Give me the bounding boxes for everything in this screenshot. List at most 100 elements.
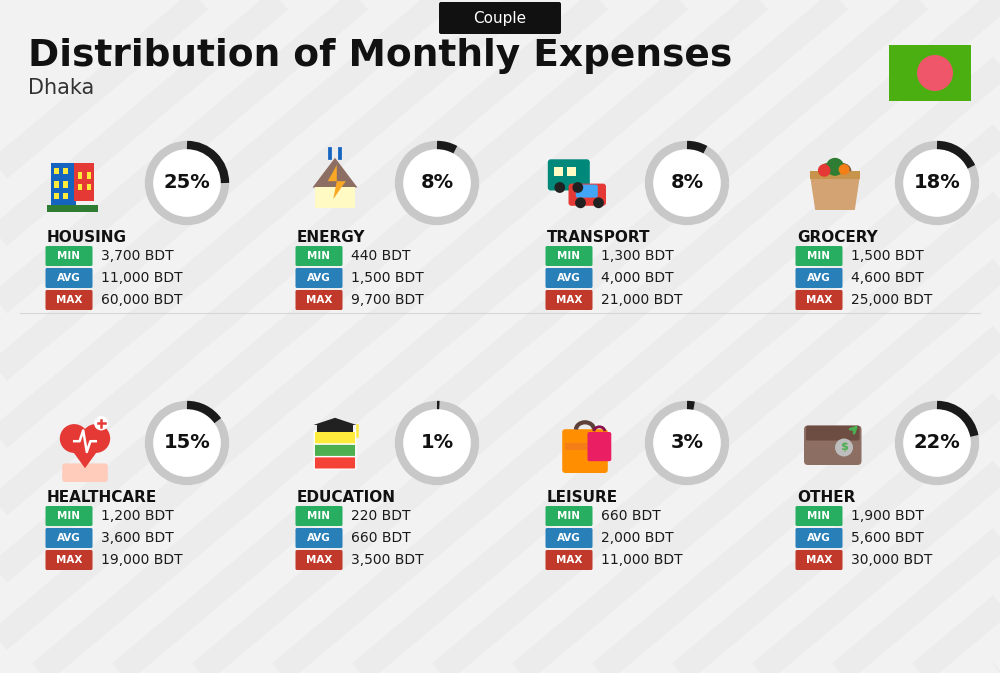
Polygon shape	[63, 439, 107, 468]
Text: MAX: MAX	[306, 295, 332, 305]
FancyBboxPatch shape	[796, 246, 842, 266]
FancyBboxPatch shape	[889, 45, 971, 101]
Text: 8%: 8%	[420, 174, 454, 192]
Text: 3,600 BDT: 3,600 BDT	[101, 531, 174, 545]
Text: 5,600 BDT: 5,600 BDT	[851, 531, 924, 545]
Text: $: $	[840, 443, 848, 452]
Text: 11,000 BDT: 11,000 BDT	[601, 553, 683, 567]
Text: 3%: 3%	[670, 433, 704, 452]
Text: 1%: 1%	[420, 433, 454, 452]
Text: Distribution of Monthly Expenses: Distribution of Monthly Expenses	[28, 38, 732, 74]
Text: MIN: MIN	[308, 511, 330, 521]
Text: MIN: MIN	[558, 251, 580, 261]
Text: MIN: MIN	[558, 511, 580, 521]
Text: AVG: AVG	[307, 533, 331, 543]
Circle shape	[149, 145, 225, 221]
FancyBboxPatch shape	[46, 268, 92, 288]
FancyBboxPatch shape	[546, 246, 592, 266]
Text: 660 BDT: 660 BDT	[351, 531, 411, 545]
Text: 3,700 BDT: 3,700 BDT	[101, 249, 174, 263]
Circle shape	[60, 424, 89, 453]
FancyBboxPatch shape	[796, 268, 842, 288]
FancyBboxPatch shape	[314, 444, 356, 456]
Text: 9,700 BDT: 9,700 BDT	[351, 293, 424, 307]
Text: 1,300 BDT: 1,300 BDT	[601, 249, 674, 263]
FancyBboxPatch shape	[296, 528, 342, 548]
FancyBboxPatch shape	[796, 528, 842, 548]
FancyBboxPatch shape	[546, 550, 592, 570]
Circle shape	[839, 164, 849, 175]
Circle shape	[649, 145, 725, 221]
Text: EDUCATION: EDUCATION	[297, 491, 396, 505]
Circle shape	[899, 145, 975, 221]
FancyBboxPatch shape	[546, 268, 592, 288]
Text: MAX: MAX	[306, 555, 332, 565]
Text: 3,500 BDT: 3,500 BDT	[351, 553, 424, 567]
FancyBboxPatch shape	[46, 528, 92, 548]
Text: OTHER: OTHER	[797, 491, 855, 505]
FancyBboxPatch shape	[806, 426, 860, 441]
Text: 15%: 15%	[164, 433, 210, 452]
Circle shape	[149, 405, 225, 481]
FancyBboxPatch shape	[576, 184, 598, 198]
FancyBboxPatch shape	[314, 431, 356, 444]
Text: 4,000 BDT: 4,000 BDT	[601, 271, 674, 285]
Text: HOUSING: HOUSING	[47, 230, 127, 246]
Text: AVG: AVG	[557, 533, 581, 543]
Text: Dhaka: Dhaka	[28, 78, 94, 98]
Circle shape	[81, 424, 110, 453]
Text: 19,000 BDT: 19,000 BDT	[101, 553, 183, 567]
Text: LEISURE: LEISURE	[547, 491, 618, 505]
FancyBboxPatch shape	[796, 506, 842, 526]
Text: AVG: AVG	[557, 273, 581, 283]
Circle shape	[554, 182, 565, 193]
FancyBboxPatch shape	[62, 464, 108, 482]
Text: MIN: MIN	[58, 251, 80, 261]
Text: MIN: MIN	[808, 511, 830, 521]
FancyBboxPatch shape	[548, 160, 590, 190]
Circle shape	[94, 416, 108, 431]
FancyBboxPatch shape	[63, 181, 68, 188]
Text: MAX: MAX	[806, 555, 832, 565]
FancyBboxPatch shape	[46, 290, 92, 310]
Circle shape	[899, 405, 975, 481]
Text: MAX: MAX	[56, 295, 82, 305]
FancyBboxPatch shape	[796, 290, 842, 310]
FancyBboxPatch shape	[87, 184, 91, 190]
FancyBboxPatch shape	[796, 550, 842, 570]
FancyBboxPatch shape	[296, 268, 342, 288]
FancyBboxPatch shape	[568, 184, 606, 206]
FancyBboxPatch shape	[78, 172, 82, 178]
Text: GROCERY: GROCERY	[797, 230, 878, 246]
FancyBboxPatch shape	[296, 550, 342, 570]
Text: 8%: 8%	[670, 174, 704, 192]
Text: Couple: Couple	[473, 11, 527, 26]
FancyBboxPatch shape	[317, 425, 353, 432]
Text: 21,000 BDT: 21,000 BDT	[601, 293, 682, 307]
FancyBboxPatch shape	[78, 184, 82, 190]
Text: MIN: MIN	[58, 511, 80, 521]
FancyBboxPatch shape	[565, 443, 605, 450]
FancyBboxPatch shape	[47, 205, 98, 212]
Text: 440 BDT: 440 BDT	[351, 249, 411, 263]
FancyBboxPatch shape	[46, 506, 92, 526]
Text: ENERGY: ENERGY	[297, 230, 366, 246]
Circle shape	[835, 439, 853, 456]
FancyBboxPatch shape	[554, 167, 563, 176]
FancyBboxPatch shape	[546, 290, 592, 310]
Text: 1,200 BDT: 1,200 BDT	[101, 509, 174, 523]
FancyBboxPatch shape	[439, 2, 561, 34]
Text: 660 BDT: 660 BDT	[601, 509, 661, 523]
FancyBboxPatch shape	[46, 246, 92, 266]
FancyBboxPatch shape	[567, 167, 576, 176]
FancyBboxPatch shape	[63, 168, 68, 174]
FancyBboxPatch shape	[87, 172, 91, 178]
FancyBboxPatch shape	[562, 429, 608, 473]
FancyBboxPatch shape	[54, 181, 59, 188]
Circle shape	[399, 145, 475, 221]
FancyBboxPatch shape	[63, 193, 68, 199]
Text: 1,500 BDT: 1,500 BDT	[851, 249, 924, 263]
Text: 1,500 BDT: 1,500 BDT	[351, 271, 424, 285]
Polygon shape	[312, 157, 358, 188]
Text: 2,000 BDT: 2,000 BDT	[601, 531, 674, 545]
